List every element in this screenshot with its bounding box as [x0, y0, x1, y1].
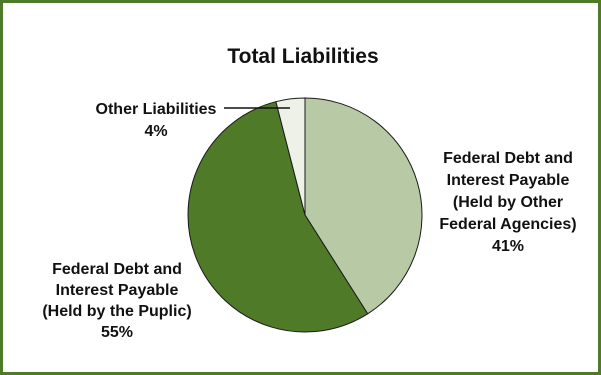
- slice-2-name-label: Interest Payable: [56, 282, 179, 299]
- slice-3-name-label: Other Liabilities: [96, 101, 217, 118]
- slice-1-percent-label: 41%: [492, 238, 524, 255]
- pie-slice-1: [304, 97, 423, 315]
- slice-1-name-label: Federal Debt and: [443, 150, 573, 167]
- pie-slice-2: [187, 101, 369, 333]
- pie-slices: [187, 97, 423, 333]
- slice-1-name-label: (Held by Other: [453, 194, 563, 211]
- slice-1-name-label: Federal Agencies): [439, 216, 576, 233]
- slice-2-percent-label: 55%: [101, 324, 133, 341]
- slice-2-name-label: (Held by the Puplic): [42, 303, 191, 320]
- slice-2-name-label: Federal Debt and: [52, 261, 182, 278]
- pie-labels: Federal Debt and Interest Payable (Held by…: [42, 101, 576, 341]
- slice-1-name-label: Interest Payable: [447, 172, 570, 189]
- pie-slice-3: [275, 97, 306, 216]
- chart-title: Total Liabilities: [227, 45, 378, 68]
- slice-3-percent-label: 4%: [144, 123, 167, 140]
